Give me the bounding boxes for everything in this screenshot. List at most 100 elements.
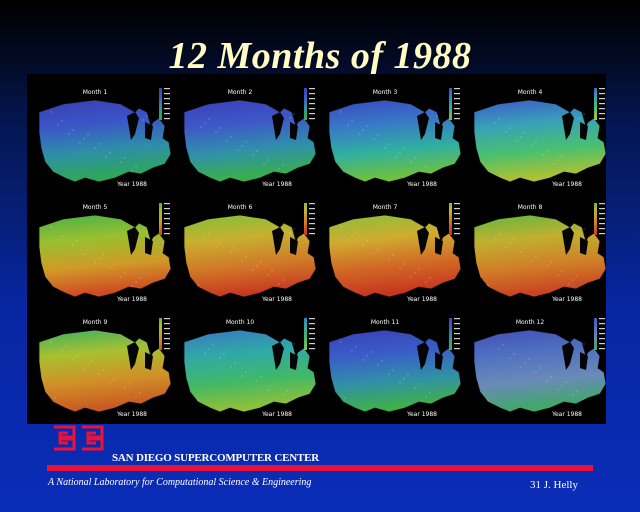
terrain-texture — [259, 260, 263, 264]
legend-tick — [309, 333, 315, 335]
lake-shape — [562, 112, 574, 140]
terrain-texture — [387, 142, 391, 146]
terrain-texture — [101, 368, 105, 372]
terrain-texture — [515, 139, 519, 143]
terrain-texture — [527, 357, 531, 361]
terrain-texture — [49, 225, 53, 229]
terrain-texture — [372, 252, 376, 256]
terrain-texture — [145, 344, 149, 348]
terrain-texture — [339, 340, 343, 344]
terrain-texture — [233, 246, 237, 250]
legend-tick — [164, 103, 170, 105]
terrain-texture — [262, 162, 266, 166]
terrain-texture — [346, 123, 350, 127]
terrain-texture — [207, 117, 211, 121]
legend-tick — [599, 208, 605, 210]
terrain-texture — [134, 395, 138, 399]
legend-tick — [164, 223, 170, 225]
legend-tick — [164, 343, 170, 345]
legend-tick — [454, 103, 460, 105]
lake-shape — [435, 352, 443, 370]
month-label: Month 4 — [518, 89, 543, 96]
terrain-texture — [493, 121, 497, 125]
legend-tick — [164, 318, 170, 320]
terrain-map — [328, 214, 462, 298]
terrain-texture — [134, 165, 138, 169]
legend-tick — [309, 108, 315, 110]
legend-tick — [454, 88, 460, 90]
terrain-texture — [346, 238, 350, 242]
terrain-texture — [56, 123, 60, 127]
terrain-texture — [145, 114, 149, 118]
terrain-texture — [82, 367, 86, 371]
terrain-texture — [549, 260, 553, 264]
terrain-texture — [130, 284, 134, 288]
terrain-texture — [571, 393, 575, 397]
lake-shape — [127, 112, 139, 140]
legend-tick — [164, 323, 170, 325]
terrain-texture — [266, 273, 270, 277]
lake-shape — [272, 342, 284, 370]
legend-color-bar — [594, 318, 597, 350]
center-name: SAN DIEGO SUPERCOMPUTER CENTER — [112, 452, 319, 464]
legend-color-bar — [449, 203, 452, 235]
terrain-texture — [130, 169, 134, 173]
terrain-texture — [199, 125, 203, 129]
terrain-texture — [413, 271, 417, 275]
terrain-texture — [424, 395, 428, 399]
legend-tick — [164, 113, 170, 115]
terrain-texture — [60, 234, 64, 238]
terrain-texture — [372, 137, 376, 141]
legend-tick — [164, 98, 170, 100]
legend-tick — [599, 108, 605, 110]
month-label: Month 5 — [83, 204, 108, 211]
terrain-texture — [56, 238, 60, 242]
legend-tick — [599, 203, 605, 205]
terrain-texture — [71, 358, 75, 362]
legend-tick — [599, 333, 605, 335]
terrain-texture — [508, 126, 512, 130]
terrain-texture — [218, 356, 222, 360]
legend-tick — [454, 208, 460, 210]
terrain-texture — [512, 237, 516, 241]
divider-rule — [47, 465, 593, 471]
year-label: Year 1988 — [116, 296, 147, 303]
lake-shape — [272, 227, 284, 255]
legend-color-bar — [159, 318, 162, 350]
terrain-texture — [541, 153, 545, 157]
legend-tick — [454, 223, 460, 225]
legend-tick — [454, 338, 460, 340]
terrain-texture — [504, 130, 508, 134]
legend-tick — [599, 348, 605, 350]
terrain-texture — [203, 351, 207, 355]
terrain-texture — [233, 361, 237, 365]
month-label: Month 2 — [228, 89, 253, 96]
terrain-texture — [497, 117, 501, 121]
month-map-3: Month 3 Year 1988 — [328, 88, 462, 188]
terrain-texture — [391, 253, 395, 257]
terrain-texture — [545, 379, 549, 383]
terrain-texture — [406, 373, 410, 377]
terrain-texture — [123, 156, 127, 160]
legend-tick — [599, 343, 605, 345]
terrain-texture — [534, 255, 538, 259]
lake-shape — [580, 237, 588, 255]
terrain-texture — [428, 276, 432, 280]
terrain-texture — [255, 149, 259, 153]
terrain-texture — [512, 352, 516, 356]
terrain-texture — [339, 225, 343, 229]
terrain-texture — [538, 366, 542, 370]
terrain-texture — [288, 231, 292, 235]
subtitle: A National Laboratory for Computational … — [48, 477, 312, 488]
legend-tick — [164, 338, 170, 340]
lake-shape — [435, 237, 443, 255]
terrain-texture — [361, 358, 365, 362]
terrain-texture — [281, 278, 285, 282]
legend-tick — [599, 88, 605, 90]
terrain-texture — [428, 391, 432, 395]
terrain-texture — [380, 359, 384, 363]
terrain-texture — [292, 112, 296, 116]
terrain-texture — [207, 347, 211, 351]
terrain-texture — [361, 243, 365, 247]
terrain-texture — [420, 169, 424, 173]
